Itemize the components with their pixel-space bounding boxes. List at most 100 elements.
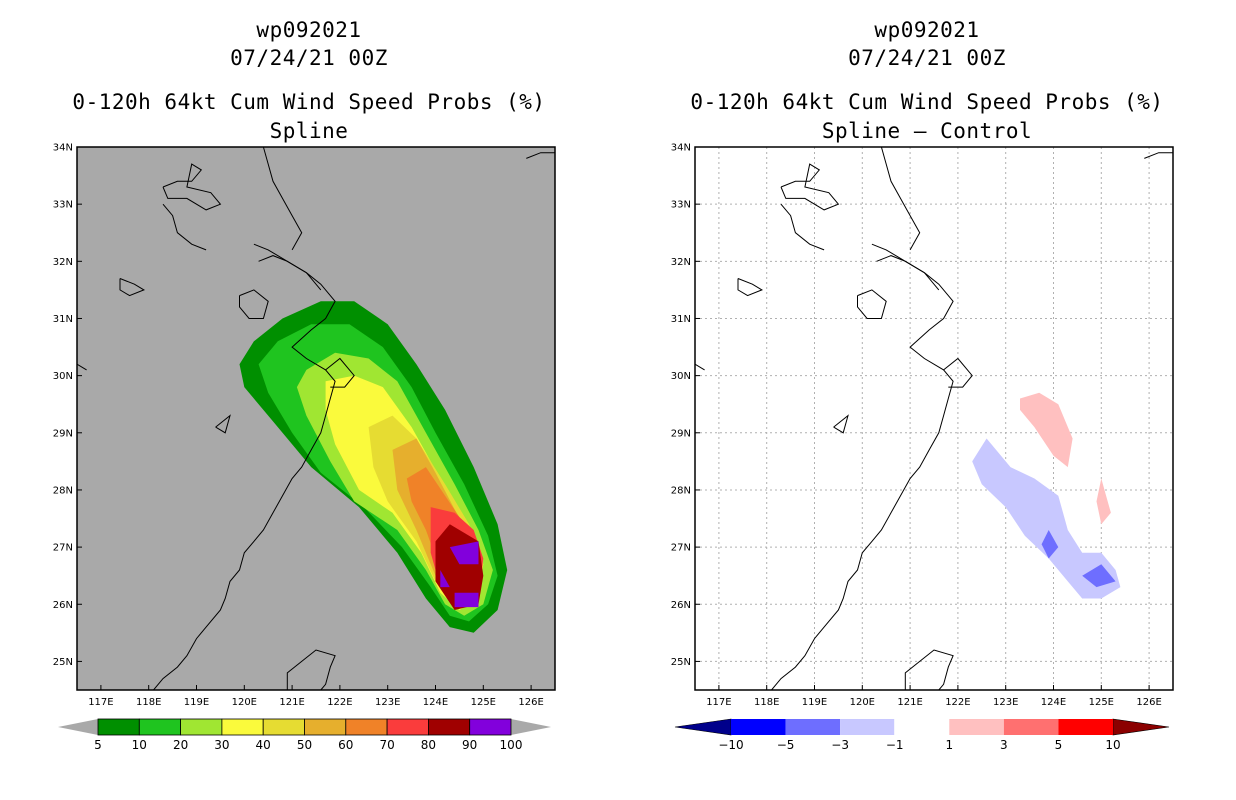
x-tick-label: 124E [1041,697,1066,708]
x-tick-label: 122E [327,697,352,708]
y-tick-label: 32N [53,257,73,268]
x-tick-label: 122E [945,697,970,708]
colorbar-label: 1 [945,738,953,752]
colorbar-swatch [386,718,429,736]
y-tick-label: 25N [53,657,73,668]
y-tick-label: 27N [671,543,691,554]
coastline [253,243,322,291]
colorbar-label: 70 [379,738,394,752]
colorbar-label: 5 [94,738,102,752]
coastline [943,357,973,388]
colorbar-swatch [221,718,264,736]
coastline [871,243,940,291]
colorbar-arrow-left [674,718,732,736]
colorbar-swatch [180,718,223,736]
colorbar-swatch [138,718,182,736]
x-tick-label: 120E [850,697,875,708]
y-tick-label: 33N [671,200,691,211]
y-tick-label: 30N [671,371,691,382]
plot-frame [694,146,1174,691]
coastline [153,255,336,690]
plot-background [695,147,1173,690]
colorbar-swatch [469,718,512,736]
coastline [325,357,355,388]
colorbar-swatch [840,719,895,735]
x-tick-label: 117E [706,697,731,708]
coastline [119,278,146,297]
y-tick-label: 29N [53,428,73,439]
colorbar-swatch [262,718,305,736]
colorbar-arrow-right [511,719,551,735]
colorbar-label: 10 [1105,738,1120,752]
colorbar-arrow-right [1112,718,1170,736]
y-tick-label: 30N [53,371,73,382]
x-tick-label: 117E [88,697,113,708]
x-tick-label: 121E [897,697,922,708]
coastline [162,203,207,251]
left-chart-panel: wp092021 07/24/21 00Z 0-120h 64kt Cum Wi… [53,18,556,752]
colorbar-swatch [427,718,471,736]
datetime: 07/24/21 00Z [230,46,388,70]
chart-subtitle: Spline [269,119,349,143]
colorbar-swatch [345,718,388,736]
x-tick-label: 123E [993,697,1018,708]
x-tick-label: 119E [802,697,827,708]
colorbar-label: 3 [1000,738,1008,752]
y-tick-label: 31N [671,314,691,325]
coastline [857,289,887,319]
storm-id: wp092021 [874,18,980,42]
coastline [215,414,231,434]
colorbar-swatch [1003,719,1059,735]
x-tick-label: 118E [136,697,161,708]
colorbar-label: 100 [500,738,523,752]
colorbar-label: 20 [173,738,188,752]
colorbar-swatch [785,719,841,735]
x-tick-label: 120E [232,697,257,708]
colorbar-label: −5 [777,738,795,752]
x-tick-label: 123E [375,697,400,708]
x-tick-label: 124E [423,697,448,708]
difference-map: 117E 118E 119E 120E 121E 122E 123E 124E 125E 126E… [671,143,1174,752]
colorbar-label: 90 [462,738,477,752]
coastline [904,649,954,690]
probability-map: 117E 118E 119E 120E 121E 122E 123E 124E 125E 126E… [53,143,556,752]
coastline [239,289,269,319]
y-tick-label: 26N [671,600,691,611]
colorbar-label: 50 [297,738,312,752]
contour-level-90 [449,541,479,565]
y-tick-label: 31N [53,314,73,325]
chart-title: 0-120h 64kt Cum Wind Speed Probs (%) [72,90,546,114]
x-tick-label: 118E [754,697,779,708]
colorbar-label: 10 [132,738,147,752]
coastline [780,163,840,211]
colorbar-label: −1 [886,738,904,752]
coastline [880,147,921,251]
colorbar-swatch [304,718,347,736]
chart-title: 0-120h 64kt Cum Wind Speed Probs (%) [690,90,1164,114]
contour-level--3 [1082,564,1116,588]
colorbar-label: 30 [214,738,229,752]
x-tick-label: 119E [184,697,209,708]
x-tick-label: 121E [279,697,304,708]
colorbar-swatch [731,719,786,735]
chart-subtitle: Spline – Control [821,119,1033,143]
colorbar-label: 5 [1055,738,1063,752]
contour-level-1 [1096,478,1111,525]
x-tick-label: 125E [471,697,496,708]
y-tick-label: 27N [53,543,73,554]
x-tick-label: 126E [1136,697,1161,708]
y-tick-label: 26N [53,600,73,611]
coastline [77,363,87,371]
colorbar-swatch [894,718,950,736]
coastline [262,147,303,251]
colorbar-swatch [949,719,1004,735]
contour-level-1 [1020,392,1073,468]
contour-level--1 [972,438,1121,599]
x-tick-label: 126E [518,697,543,708]
y-tick-label: 34N [671,143,691,154]
colorbar-label: 40 [256,738,271,752]
colorbar-swatch [1058,719,1113,735]
plot-area [695,147,1173,690]
coastline [737,278,764,297]
colorbar-label: −3 [831,738,849,752]
